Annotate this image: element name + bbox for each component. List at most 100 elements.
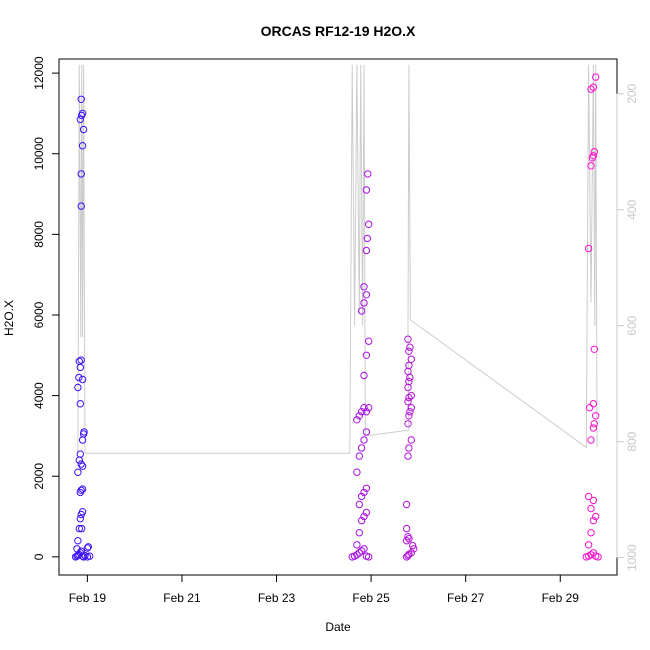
data-point bbox=[587, 551, 595, 559]
data-point bbox=[405, 347, 413, 355]
data-point bbox=[590, 420, 598, 428]
data-point bbox=[357, 547, 366, 555]
data-point bbox=[406, 408, 414, 416]
data-point bbox=[360, 283, 368, 291]
data-point bbox=[406, 343, 414, 351]
data-point bbox=[80, 428, 88, 436]
data-point bbox=[584, 541, 593, 549]
data-point bbox=[365, 553, 373, 561]
data-point bbox=[587, 162, 595, 170]
x-tick-label: Feb 23 bbox=[258, 591, 296, 605]
right-tick-label: 800 bbox=[625, 431, 639, 451]
data-point bbox=[404, 398, 412, 406]
data-point bbox=[84, 543, 93, 551]
data-point bbox=[410, 545, 418, 553]
data-point bbox=[74, 537, 82, 545]
data-point bbox=[74, 383, 82, 392]
data-point bbox=[355, 412, 363, 420]
data-point bbox=[584, 492, 593, 501]
data-point bbox=[584, 244, 593, 253]
data-point bbox=[360, 299, 368, 307]
data-point bbox=[365, 220, 373, 229]
data-point bbox=[357, 444, 366, 452]
data-point bbox=[405, 377, 413, 386]
data-point bbox=[589, 152, 598, 160]
points-layer bbox=[71, 73, 602, 561]
data-point bbox=[360, 512, 368, 521]
data-point bbox=[355, 529, 363, 537]
data-point bbox=[589, 83, 598, 91]
data-point bbox=[363, 234, 371, 243]
data-point bbox=[78, 142, 87, 150]
y-tick-label: 6000 bbox=[32, 301, 46, 328]
data-point bbox=[76, 400, 85, 408]
data-point bbox=[365, 337, 373, 345]
data-point bbox=[587, 504, 595, 513]
data-point bbox=[364, 170, 372, 178]
data-point bbox=[402, 500, 411, 509]
data-point bbox=[404, 383, 412, 392]
data-point bbox=[353, 468, 361, 476]
data-point bbox=[589, 496, 598, 505]
y-tick-label: 2000 bbox=[32, 463, 46, 490]
data-point bbox=[407, 549, 415, 557]
y-axis-label: H2O.X bbox=[2, 300, 16, 336]
data-point bbox=[362, 246, 371, 255]
x-tick-label: Feb 25 bbox=[352, 591, 390, 605]
data-point bbox=[590, 148, 598, 156]
data-point bbox=[78, 508, 87, 516]
data-point bbox=[365, 404, 373, 412]
data-point bbox=[406, 373, 414, 382]
data-point bbox=[78, 375, 87, 384]
data-point bbox=[587, 529, 595, 537]
data-point bbox=[77, 202, 85, 210]
data-point bbox=[73, 545, 81, 553]
data-point bbox=[590, 345, 598, 353]
data-point bbox=[77, 486, 85, 494]
data-point bbox=[362, 408, 371, 416]
data-point bbox=[86, 552, 94, 560]
data-point bbox=[404, 452, 412, 460]
data-point bbox=[405, 412, 413, 420]
data-point bbox=[404, 420, 412, 428]
data-point bbox=[405, 444, 413, 452]
data-point bbox=[76, 115, 85, 124]
data-point bbox=[357, 516, 366, 525]
data-point bbox=[407, 355, 415, 363]
data-point bbox=[592, 512, 600, 521]
data-point bbox=[592, 73, 600, 81]
data-point bbox=[355, 549, 363, 557]
data-point bbox=[360, 488, 368, 497]
data-point bbox=[360, 371, 368, 380]
data-point bbox=[360, 545, 368, 553]
data-point bbox=[402, 553, 411, 561]
data-point bbox=[76, 450, 85, 458]
data-point bbox=[405, 361, 413, 370]
data-point bbox=[404, 335, 412, 343]
plot-frame bbox=[58, 58, 618, 576]
x-axis: Feb 19 Feb 21 Feb 23 Feb 25 Feb 27 Feb 29 bbox=[69, 574, 579, 605]
data-point bbox=[360, 436, 368, 444]
data-point bbox=[75, 456, 84, 464]
data-point bbox=[74, 468, 82, 476]
right-tick-label: 400 bbox=[625, 199, 639, 219]
overlay-layer bbox=[77, 64, 598, 454]
data-point bbox=[353, 416, 361, 424]
data-point bbox=[75, 524, 84, 533]
data-point bbox=[75, 373, 83, 382]
data-point bbox=[355, 500, 363, 509]
data-point bbox=[405, 393, 413, 402]
data-point bbox=[594, 553, 602, 561]
x-axis-label: Date bbox=[325, 620, 351, 634]
data-point bbox=[592, 412, 600, 420]
x-tick-label: Feb 27 bbox=[447, 591, 485, 605]
data-point bbox=[77, 356, 85, 364]
data-point bbox=[83, 544, 92, 552]
data-point bbox=[407, 404, 415, 412]
right-tick-label: 600 bbox=[625, 315, 639, 335]
data-point bbox=[357, 408, 366, 416]
y-tick-label: 0 bbox=[32, 553, 46, 560]
data-point bbox=[353, 541, 361, 549]
data-point bbox=[585, 404, 594, 412]
y-tick-label: 8000 bbox=[32, 221, 46, 248]
